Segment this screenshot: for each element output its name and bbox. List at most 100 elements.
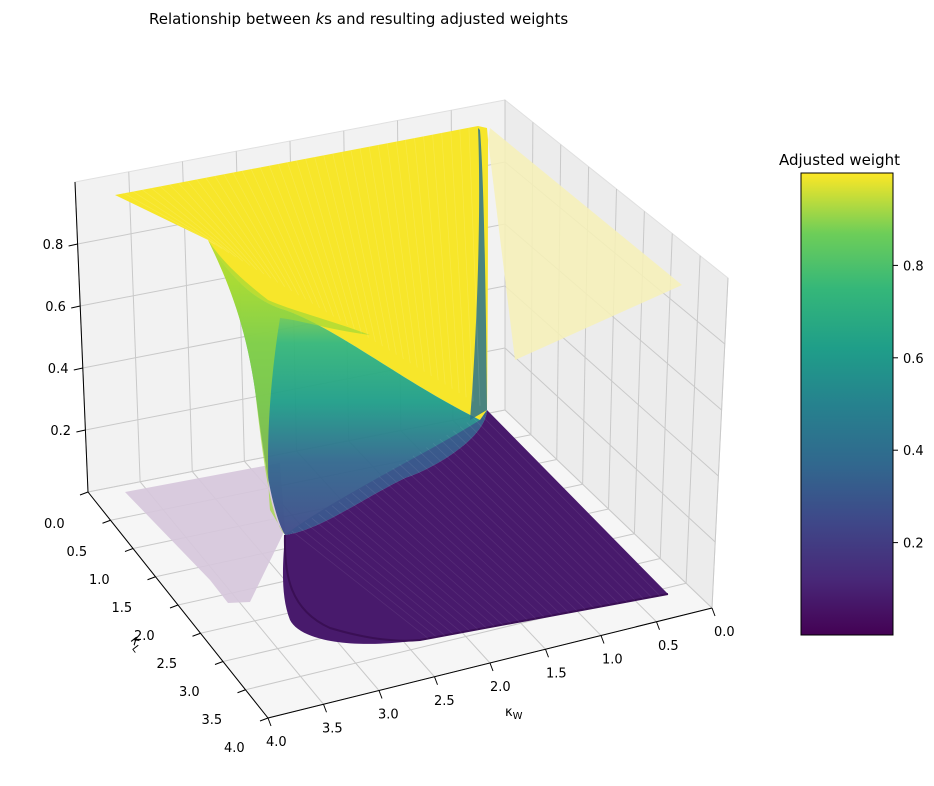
surface-mesh-line xyxy=(432,443,603,607)
surface-floor-purple xyxy=(282,410,668,644)
surface-mesh-line xyxy=(377,144,411,364)
x-tick-mark xyxy=(267,717,272,727)
surface-mesh-line xyxy=(296,160,348,326)
x-tick-label: 0.0 xyxy=(714,625,735,640)
x-axis-ticks: 0.0 0.5 1.0 1.5 2.0 2.5 3.0 3.5 4.0 xyxy=(266,607,735,750)
z-axis-ticks: 0.2 0.4 0.6 0.8 xyxy=(43,238,86,439)
surface-mesh-line xyxy=(441,132,460,394)
surface-mesh-line xyxy=(223,174,293,292)
surface-blue-band xyxy=(285,410,487,535)
surface-mesh-line xyxy=(259,167,320,309)
surface-mesh-line xyxy=(305,158,355,330)
surface-mesh-line xyxy=(358,488,512,624)
colorbar xyxy=(800,172,894,636)
surface-floor-edge xyxy=(283,534,669,642)
surface-mesh-line xyxy=(432,134,453,389)
x-tick-label: 3.5 xyxy=(322,721,343,736)
z-tick-mark xyxy=(71,305,81,309)
colorbar-tick-label: 0.6 xyxy=(903,352,924,367)
surface-mesh-line xyxy=(453,430,627,602)
surface-mesh-line xyxy=(291,530,429,639)
surface-mesh-line xyxy=(392,468,553,616)
y-tick-mark xyxy=(259,717,269,722)
surface-mesh-line xyxy=(459,426,636,601)
surface-mesh-line xyxy=(287,162,341,321)
y-tick-label: 1.0 xyxy=(89,573,110,588)
surface-ridge-blue xyxy=(470,128,487,420)
y-tick-mark xyxy=(124,548,134,552)
surface-mesh-line xyxy=(331,505,479,630)
y-tick-label: 1.5 xyxy=(112,601,133,616)
surface-mesh-line xyxy=(395,141,425,372)
y-tick-label: 0.5 xyxy=(67,545,88,560)
surface-mesh-line xyxy=(187,180,265,275)
side-grid-line-y xyxy=(685,255,701,584)
surface-mesh-line xyxy=(178,182,258,271)
surface-mesh-line xyxy=(214,175,286,287)
surface-mesh-line xyxy=(314,156,362,334)
surface-mesh-line xyxy=(160,186,244,262)
y-tick-mark xyxy=(214,661,224,665)
surface-mesh-line xyxy=(338,501,487,629)
surface-mesh-line xyxy=(123,192,216,245)
surface-mesh-line xyxy=(359,148,397,355)
x-tick-label: 4.0 xyxy=(266,735,287,750)
y-tick-label: 0.0 xyxy=(44,517,65,532)
surface-mesh-line xyxy=(473,418,652,598)
surface-plot xyxy=(115,126,669,644)
surface-mesh-line xyxy=(378,476,537,619)
surface-mesh-line xyxy=(311,518,454,635)
surface-mesh-line xyxy=(368,146,404,360)
x-tick-mark xyxy=(378,690,383,699)
colorbar-ticks: 0.2 0.4 0.6 0.8 xyxy=(893,259,924,552)
z-tick-label: 0.4 xyxy=(48,362,69,377)
y-tick-label: 2.5 xyxy=(157,657,178,672)
surface-mesh-line xyxy=(332,153,376,343)
surface-mesh-line xyxy=(414,138,439,381)
x-tick-mark xyxy=(545,649,549,658)
x-axis-label: κW xyxy=(505,705,523,722)
surface-mesh-line xyxy=(350,150,390,351)
surface-left-curve xyxy=(208,240,370,535)
x-tick-label: 0.5 xyxy=(658,639,679,654)
surface-mesh-line xyxy=(412,455,578,612)
surface-mesh-line xyxy=(419,451,586,610)
back-grid-line-x xyxy=(128,171,141,482)
y-tick-label: 3.5 xyxy=(202,713,223,728)
surface-mesh-line xyxy=(318,513,462,633)
surface-mesh-line xyxy=(405,459,570,613)
y-axis-ticks: 0.00.51.01.52.02.53.03.54.0 xyxy=(44,491,269,756)
surface-mesh-line xyxy=(341,151,383,347)
x-tick-mark xyxy=(489,662,494,672)
x-tick-mark xyxy=(711,607,716,617)
side-grid-line-y xyxy=(711,277,729,609)
surface-mesh-line xyxy=(459,129,474,402)
surface-top-plateau xyxy=(115,126,488,420)
surface-mesh-line xyxy=(304,522,446,636)
y-tick-label: 4.0 xyxy=(224,741,245,756)
surface-mesh-line xyxy=(372,480,528,621)
surface-mesh-line xyxy=(468,127,481,406)
surface-mesh-line xyxy=(132,191,223,249)
colorbar-tick-label: 0.2 xyxy=(903,537,924,552)
surface-mesh-line xyxy=(298,526,437,638)
x-tick-label: 2.0 xyxy=(490,680,511,695)
y-tick-label: 2.0 xyxy=(134,629,155,644)
surface-mesh-line xyxy=(277,163,334,317)
surface-mesh-line xyxy=(450,131,467,398)
surface-mesh-line xyxy=(479,413,661,596)
y-tick-mark xyxy=(237,689,246,694)
surface-mesh-line xyxy=(446,434,619,604)
surface-mesh-line xyxy=(423,136,446,385)
surface-mesh-line xyxy=(352,493,503,625)
surface-mesh-line xyxy=(232,172,300,296)
surface-mesh-line xyxy=(365,484,520,622)
x-tick-mark xyxy=(600,635,605,644)
surface-mesh-line xyxy=(196,179,272,279)
z-tick-mark xyxy=(68,243,78,247)
shadow-yellow-projection xyxy=(488,128,682,360)
surface-mesh-line xyxy=(205,177,279,283)
side-grid-line-z xyxy=(504,347,716,543)
z-axis-line xyxy=(74,181,89,493)
